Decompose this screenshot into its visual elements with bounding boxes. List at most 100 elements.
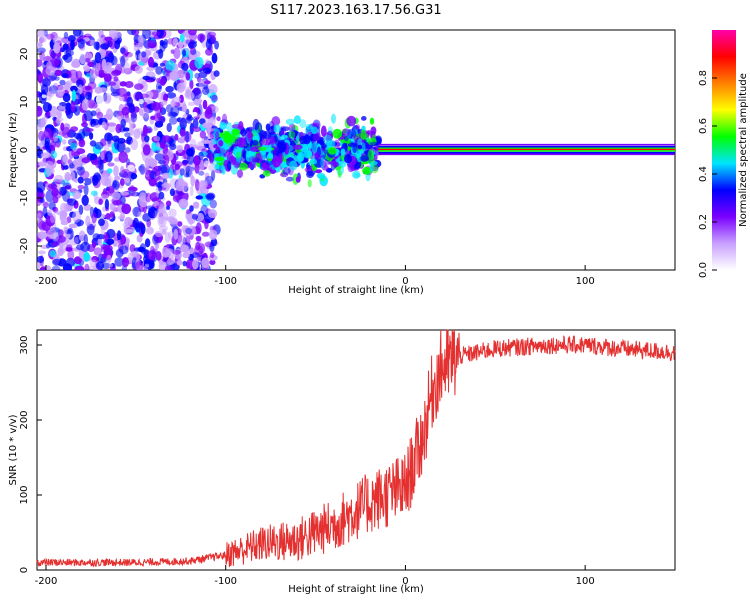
spectrogram-cell bbox=[50, 213, 56, 224]
spectrogram-cell bbox=[140, 224, 146, 235]
spectrogram-cell bbox=[311, 141, 319, 154]
spectrogram-cell bbox=[120, 235, 127, 245]
spectrogram-cell bbox=[205, 193, 215, 201]
spectrogram-cell bbox=[265, 123, 271, 132]
spectrogram-cell bbox=[37, 231, 48, 240]
spectrogram-cell bbox=[37, 70, 42, 75]
spectrogram-cell bbox=[109, 211, 115, 218]
spectrogram-cell bbox=[146, 128, 152, 133]
spectrogram-cell bbox=[37, 105, 43, 117]
spectrogram-cell bbox=[163, 38, 169, 46]
spectrogram-cell bbox=[148, 260, 155, 270]
spectrogram-cell bbox=[331, 113, 336, 124]
spectrogram-cell bbox=[197, 141, 205, 150]
spectrogram-cell bbox=[357, 144, 363, 150]
spectrogram-cell bbox=[285, 118, 295, 126]
spectrogram-cell bbox=[169, 188, 175, 197]
spectrogram-cells bbox=[37, 30, 675, 270]
spectrogram-cell bbox=[198, 181, 207, 191]
spectrogram-cell bbox=[194, 56, 204, 69]
spectrogram-cell bbox=[52, 258, 62, 266]
spectrogram-cell bbox=[106, 168, 113, 174]
spectrogram-cell bbox=[210, 105, 219, 114]
spectrogram-cell bbox=[54, 210, 63, 215]
spectrogram-cell bbox=[41, 93, 47, 99]
spectrogram-cell bbox=[230, 164, 239, 175]
spectrogram-y-tick-label: 10 bbox=[19, 96, 30, 109]
spectrogram-cell bbox=[273, 124, 281, 133]
spectrogram-cell bbox=[87, 61, 95, 67]
spectrogram-cell bbox=[43, 127, 53, 139]
spectrogram-cell bbox=[53, 174, 64, 183]
spectrogram-cell bbox=[213, 70, 220, 77]
spectrogram-cell bbox=[316, 172, 326, 179]
spectrogram-cell bbox=[52, 82, 59, 91]
spectrogram-cell bbox=[201, 86, 210, 96]
spectrogram-cell bbox=[86, 99, 96, 109]
spectrogram-cell bbox=[198, 170, 205, 176]
colorbar-ticks: 0.0 0.2 0.4 0.6 0.8 bbox=[698, 70, 717, 278]
spectrogram-cell bbox=[236, 151, 242, 159]
spectrogram-cell bbox=[117, 215, 125, 220]
spectrogram-cell bbox=[191, 213, 199, 220]
spectrogram-cell bbox=[98, 118, 103, 126]
spectrogram-cell bbox=[209, 199, 217, 209]
colorbar-tick-label: 0.8 bbox=[698, 70, 709, 86]
spectrogram-cell bbox=[201, 160, 212, 165]
spectrogram-cell bbox=[75, 70, 83, 80]
spectrogram-cell bbox=[121, 203, 132, 215]
spectrogram-cell bbox=[211, 169, 216, 181]
spectrogram-cell bbox=[124, 81, 134, 88]
spectrogram-cell bbox=[158, 215, 165, 225]
spectrogram-x-tick-label: 0 bbox=[402, 276, 408, 287]
snr-series-line bbox=[36, 329, 676, 568]
spectrogram-cell bbox=[169, 138, 175, 144]
spectrogram-cell bbox=[152, 210, 163, 219]
spectrogram-cell bbox=[103, 93, 112, 104]
snr-panel: -200 -100 0 100 0 100 200 300 Height of straig… bbox=[8, 329, 676, 595]
spectrogram-cell bbox=[118, 95, 125, 102]
spectrogram-cell bbox=[84, 263, 90, 270]
spectrogram-cell bbox=[252, 118, 260, 131]
spectrogram-cell bbox=[198, 104, 203, 116]
spectrogram-cell bbox=[151, 31, 161, 36]
spectrogram-cell bbox=[70, 39, 75, 51]
spectrogram-cell bbox=[114, 39, 121, 50]
spectrogram-cell bbox=[144, 238, 151, 248]
spectrogram-y-tick-label: 0 bbox=[19, 147, 30, 153]
spectrogram-cell bbox=[79, 95, 84, 102]
spectrogram-cell bbox=[48, 90, 55, 98]
spectrogram-cell bbox=[305, 124, 313, 130]
spectrogram-cell bbox=[215, 131, 220, 141]
spectrogram-cell bbox=[120, 118, 126, 128]
spectrogram-cell bbox=[367, 149, 375, 161]
spectrogram-cell bbox=[53, 132, 59, 142]
spectrogram-cell bbox=[174, 163, 180, 171]
spectrogram-cell bbox=[100, 225, 105, 236]
spectrogram-cell bbox=[147, 39, 157, 49]
spectrogram-cell bbox=[181, 62, 189, 71]
spectrogram-cell bbox=[60, 210, 68, 218]
spectrogram-cell bbox=[114, 175, 121, 181]
spectrogram-cell bbox=[285, 176, 294, 182]
spectrogram-cell bbox=[344, 135, 349, 142]
spectrogram-cell bbox=[37, 255, 45, 264]
spectrogram-cell bbox=[193, 87, 202, 100]
spectrogram-cell bbox=[288, 123, 296, 133]
spectrogram-cell bbox=[121, 168, 131, 179]
spectrogram-cell bbox=[137, 246, 145, 253]
colorbar-tick-label: 0.6 bbox=[698, 118, 709, 134]
spectrogram-cell bbox=[169, 217, 178, 227]
spectrogram-cell bbox=[270, 149, 280, 155]
spectrogram-cell bbox=[129, 124, 134, 136]
spectrogram-cell bbox=[167, 230, 174, 240]
spectrogram-cell bbox=[149, 170, 157, 180]
spectrogram-cell bbox=[62, 164, 69, 170]
spectrogram-cell bbox=[172, 249, 182, 255]
spectrogram-cell bbox=[295, 176, 301, 183]
spectrogram-cell bbox=[96, 261, 105, 270]
colorbar-tick-label: 0.0 bbox=[698, 262, 709, 278]
spectrogram-cell bbox=[81, 99, 89, 111]
spectrogram-cell bbox=[174, 133, 179, 141]
